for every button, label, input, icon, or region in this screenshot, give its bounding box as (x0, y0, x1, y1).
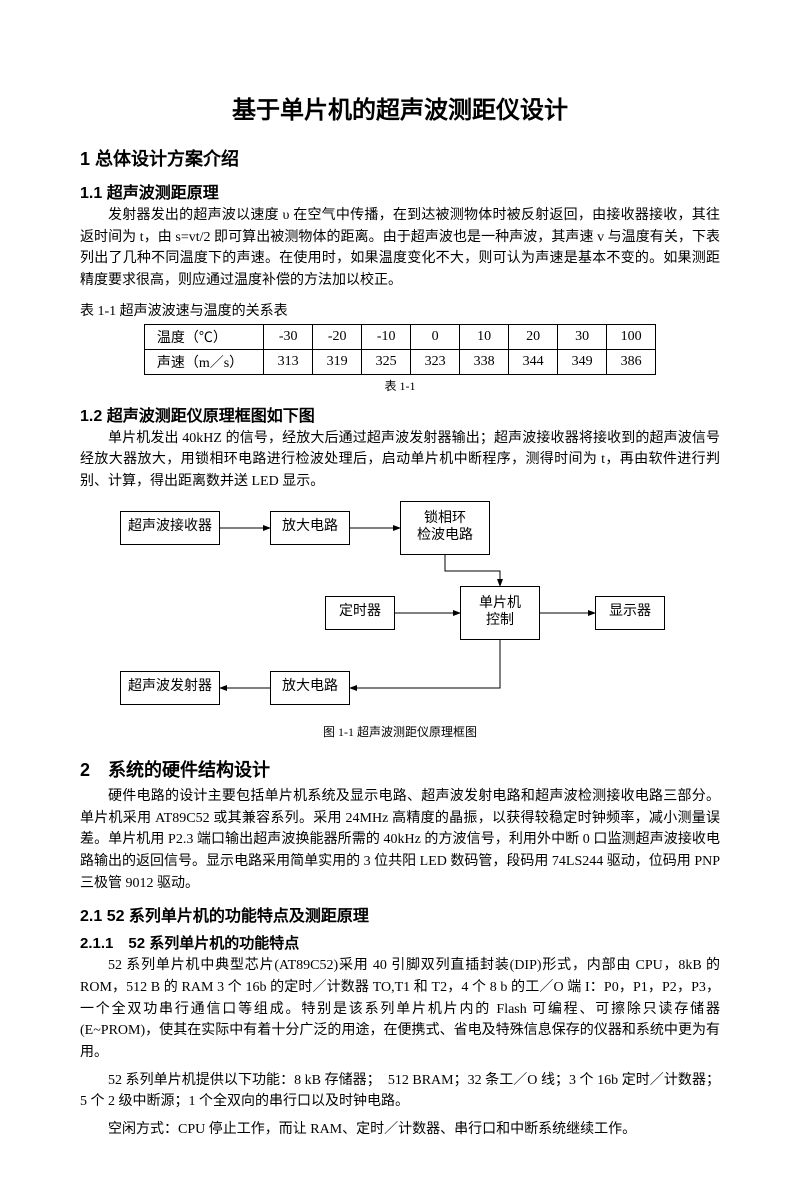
row-label: 声速（m／s） (144, 349, 263, 374)
page-title: 基于单片机的超声波测距仪设计 (80, 90, 720, 125)
node-display: 显示器 (595, 596, 665, 630)
section-1-2-para: 单片机发出 40kHZ 的信号，经放大后通过超声波发射器输出；超声波接收器将接收… (80, 428, 720, 493)
table-cell: 313 (264, 349, 313, 374)
page: 基于单片机的超声波测距仪设计 1 总体设计方案介绍 1.1 超声波测距原理 发射… (0, 0, 800, 1187)
section-1-2-heading: 1.2 超声波测距仪原理框图如下图 (80, 402, 720, 426)
table-cell: 0 (411, 324, 460, 349)
section-2-1-heading: 2.1 52 系列单片机的功能特点及测距原理 (80, 902, 720, 926)
node-mcu: 单片机 控制 (460, 586, 540, 640)
node-amp-bottom: 放大电路 (270, 671, 350, 705)
figure-1-caption: 图 1-1 超声波测距仪原理框图 (80, 723, 720, 740)
section-1-1-para: 发射器发出的超声波以速度 υ 在空气中传播，在到达被测物体时被反射返回，由接收器… (80, 205, 720, 292)
principle-flowchart: 超声波接收器 放大电路 锁相环 检波电路 定时器 单片机 控制 显示器 超声波发… (120, 501, 680, 721)
section-2-1-1-para1: 52 系列单片机中典型芯片(AT89C52)采用 40 引脚双列直插封装(DIP… (80, 955, 720, 1063)
table-row: 温度（℃） -30 -20 -10 0 10 20 30 100 (144, 324, 655, 349)
table-cell: 386 (607, 349, 656, 374)
section-2-1-1-para3: 空闲方式：CPU 停止工作，而让 RAM、定时／计数器、串行口和中断系统继续工作… (80, 1119, 720, 1141)
table-cell: 338 (460, 349, 509, 374)
node-timer: 定时器 (325, 596, 395, 630)
table-cell: 325 (362, 349, 411, 374)
section-1-1-heading: 1.1 超声波测距原理 (80, 179, 720, 203)
section-1-heading: 1 总体设计方案介绍 (80, 145, 720, 171)
table-cell: 20 (509, 324, 558, 349)
table-1-label-below: 表 1-1 (80, 377, 720, 394)
table-cell: 319 (313, 349, 362, 374)
table-1-caption: 表 1-1 超声波波速与温度的关系表 (80, 300, 720, 320)
table-cell: 30 (558, 324, 607, 349)
sound-speed-table: 温度（℃） -30 -20 -10 0 10 20 30 100 声速（m／s）… (144, 324, 656, 375)
section-2-1-1-heading: 2.1.1 52 系列单片机的功能特点 (80, 932, 720, 953)
table-cell: -30 (264, 324, 313, 349)
node-pll: 锁相环 检波电路 (400, 501, 490, 555)
table-row: 声速（m／s） 313 319 325 323 338 344 349 386 (144, 349, 655, 374)
node-amp-top: 放大电路 (270, 511, 350, 545)
node-transmitter: 超声波发射器 (120, 671, 220, 705)
table-cell: -10 (362, 324, 411, 349)
table-cell: 344 (509, 349, 558, 374)
row-label: 温度（℃） (144, 324, 263, 349)
table-cell: -20 (313, 324, 362, 349)
table-cell: 10 (460, 324, 509, 349)
table-cell: 349 (558, 349, 607, 374)
section-2-1-1-para2: 52 系列单片机提供以下功能：8 kB 存储器； 512 BRAM；32 条工／… (80, 1070, 720, 1113)
table-cell: 323 (411, 349, 460, 374)
table-cell: 100 (607, 324, 656, 349)
section-2-heading: 2 系统的硬件结构设计 (80, 756, 720, 782)
node-receiver: 超声波接收器 (120, 511, 220, 545)
section-2-para: 硬件电路的设计主要包括单片机系统及显示电路、超声波发射电路和超声波检测接收电路三… (80, 786, 720, 894)
